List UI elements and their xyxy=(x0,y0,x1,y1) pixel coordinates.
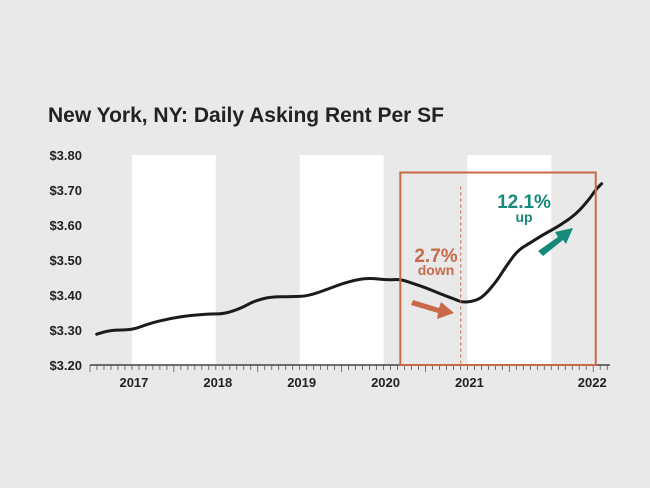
y-tick-label: $3.40 xyxy=(49,288,82,303)
chart-title: New York, NY: Daily Asking Rent Per SF xyxy=(48,104,444,127)
annotations: 2.7%down 12.1%up xyxy=(399,171,597,366)
decline-sublabel: down xyxy=(418,262,455,278)
x-tick-label: 2022 xyxy=(578,375,607,390)
y-tick-label: $3.20 xyxy=(49,358,82,373)
x-tick-label: 2020 xyxy=(371,375,400,390)
increase-percent-label: 12.1% xyxy=(497,192,551,213)
shaded-period-1 xyxy=(299,155,384,365)
axes: $3.20 $3.30 $3.40 $3.50 $3.60 $3.70 $3.80 2017 2… xyxy=(49,148,610,390)
y-tick-label: $3.80 xyxy=(49,148,82,163)
highlight-box xyxy=(399,171,597,366)
decline-percent-label: 2.7% xyxy=(414,246,457,267)
shaded-periods xyxy=(131,155,552,365)
x-tick-label: 2017 xyxy=(119,375,148,390)
series-layer xyxy=(95,182,604,336)
increase-arrow-icon xyxy=(538,228,573,256)
y-tick-label: $3.60 xyxy=(49,218,82,233)
y-tick-label: $3.70 xyxy=(49,183,82,198)
y-tick-label: $3.50 xyxy=(49,253,82,268)
increase-sublabel: up xyxy=(515,209,532,225)
shaded-period-0 xyxy=(131,155,216,365)
x-tick-label: 2018 xyxy=(203,375,232,390)
series-line-0 xyxy=(95,182,604,336)
decline-arrow-icon xyxy=(411,300,454,319)
x-tick-label: 2021 xyxy=(455,375,484,390)
x-tick-label: 2019 xyxy=(287,375,316,390)
y-tick-label: $3.30 xyxy=(49,323,82,338)
